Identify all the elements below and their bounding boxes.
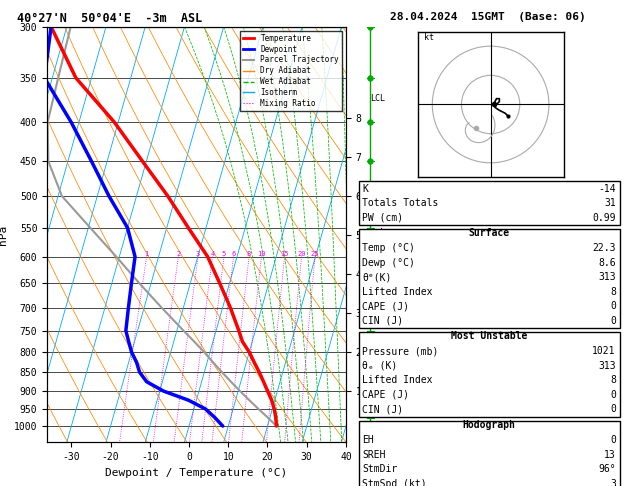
Text: 28.04.2024  15GMT  (Base: 06): 28.04.2024 15GMT (Base: 06) <box>389 12 586 22</box>
Text: 8: 8 <box>247 251 251 257</box>
Text: 96°: 96° <box>598 464 616 474</box>
Text: 3: 3 <box>610 479 616 486</box>
Text: 4: 4 <box>210 251 214 257</box>
Y-axis label: hPa: hPa <box>0 225 8 244</box>
Text: LCL: LCL <box>370 94 385 104</box>
Text: 8.6: 8.6 <box>598 258 616 268</box>
Text: CAPE (J): CAPE (J) <box>362 301 409 311</box>
Text: PW (cm): PW (cm) <box>362 212 403 223</box>
Text: StmSpd (kt): StmSpd (kt) <box>362 479 427 486</box>
Text: 2: 2 <box>176 251 181 257</box>
Text: 0: 0 <box>610 435 616 445</box>
Text: θₑ (K): θₑ (K) <box>362 361 398 371</box>
Text: 1: 1 <box>145 251 148 257</box>
Text: 3: 3 <box>196 251 200 257</box>
Text: K: K <box>362 184 368 193</box>
Text: 6: 6 <box>231 251 236 257</box>
Text: 15: 15 <box>281 251 289 257</box>
Text: θᵉ(K): θᵉ(K) <box>362 272 392 282</box>
Legend: Temperature, Dewpoint, Parcel Trajectory, Dry Adiabat, Wet Adiabat, Isotherm, Mi: Temperature, Dewpoint, Parcel Trajectory… <box>240 31 342 111</box>
Text: kt: kt <box>423 34 433 42</box>
Text: CIN (J): CIN (J) <box>362 316 403 326</box>
Text: Totals Totals: Totals Totals <box>362 198 438 208</box>
Text: Temp (°C): Temp (°C) <box>362 243 415 253</box>
Text: Hodograph: Hodograph <box>462 420 516 430</box>
Text: CIN (J): CIN (J) <box>362 404 403 415</box>
Text: 10: 10 <box>257 251 265 257</box>
Text: -14: -14 <box>598 184 616 193</box>
Text: Pressure (mb): Pressure (mb) <box>362 347 438 356</box>
Text: CAPE (J): CAPE (J) <box>362 390 409 400</box>
Text: SREH: SREH <box>362 450 386 460</box>
Text: Surface: Surface <box>469 228 509 238</box>
Text: 0: 0 <box>610 404 616 415</box>
X-axis label: Dewpoint / Temperature (°C): Dewpoint / Temperature (°C) <box>106 468 287 478</box>
Text: 0: 0 <box>610 390 616 400</box>
Text: 13: 13 <box>604 450 616 460</box>
Text: 1021: 1021 <box>593 347 616 356</box>
Text: 5: 5 <box>222 251 226 257</box>
Text: 8: 8 <box>610 376 616 385</box>
Text: StmDir: StmDir <box>362 464 398 474</box>
Text: 8: 8 <box>610 287 616 297</box>
Text: 20: 20 <box>298 251 306 257</box>
Y-axis label: km
ASL: km ASL <box>363 226 384 243</box>
Text: EH: EH <box>362 435 374 445</box>
Text: 40°27'N  50°04'E  -3m  ASL: 40°27'N 50°04'E -3m ASL <box>18 12 203 25</box>
Text: 313: 313 <box>598 272 616 282</box>
Text: Most Unstable: Most Unstable <box>451 331 527 341</box>
Text: © weatheronline.co.uk: © weatheronline.co.uk <box>429 470 552 480</box>
Text: 25: 25 <box>311 251 320 257</box>
Text: Dewp (°C): Dewp (°C) <box>362 258 415 268</box>
Text: Lifted Index: Lifted Index <box>362 287 433 297</box>
Text: 0: 0 <box>610 316 616 326</box>
Text: 31: 31 <box>604 198 616 208</box>
Text: 313: 313 <box>598 361 616 371</box>
Text: 0.99: 0.99 <box>593 212 616 223</box>
Text: 22.3: 22.3 <box>593 243 616 253</box>
Text: 0: 0 <box>610 301 616 311</box>
Text: Lifted Index: Lifted Index <box>362 376 433 385</box>
